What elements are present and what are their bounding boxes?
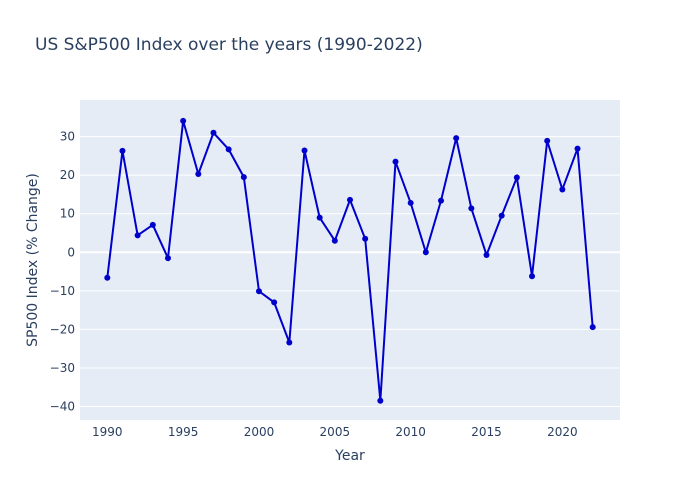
- data-point: [347, 196, 353, 203]
- data-point: [574, 145, 581, 152]
- x-tick-label: 2015: [471, 425, 502, 439]
- y-tick-label: −30: [50, 361, 75, 375]
- data-point: [513, 174, 520, 181]
- data-point: [316, 214, 323, 221]
- data-point: [559, 186, 566, 193]
- x-tick-label: 1995: [168, 425, 199, 439]
- x-tick-label: 2005: [320, 425, 351, 439]
- y-tick-label: 10: [60, 207, 75, 221]
- y-tick-label: 20: [60, 168, 75, 182]
- y-axis-label: SP500 Index (% Change): [25, 173, 41, 347]
- x-tick-label: 2000: [244, 425, 275, 439]
- x-axis-label: Year: [334, 448, 365, 464]
- data-point: [286, 339, 293, 346]
- x-tick-labels: 1990 1995 2000 2005 2010 2015 2020: [92, 425, 578, 439]
- y-tick-label: −40: [50, 400, 75, 414]
- data-point: [544, 137, 551, 144]
- x-tick-label: 2010: [395, 425, 426, 439]
- plot-area: [80, 100, 620, 420]
- data-point: [589, 324, 596, 331]
- data-point: [331, 237, 338, 244]
- data-point: [377, 397, 384, 404]
- data-point: [255, 288, 262, 295]
- data-point: [468, 205, 475, 212]
- y-tick-label: −10: [50, 284, 75, 298]
- y-tick-labels: −40 −30 −20 −10 0 10 20 30: [50, 130, 75, 414]
- y-tick-label: −20: [50, 322, 75, 336]
- data-point: [149, 221, 156, 228]
- data-point: [134, 232, 141, 239]
- data-point: [210, 129, 217, 136]
- y-tick-label: 0: [67, 245, 75, 259]
- data-point: [438, 197, 445, 204]
- data-point: [240, 174, 247, 181]
- data-point: [119, 147, 126, 154]
- x-tick-label: 1990: [92, 425, 123, 439]
- data-point: [453, 135, 460, 142]
- data-point: [301, 147, 308, 154]
- data-point: [225, 146, 232, 153]
- data-point: [164, 255, 171, 262]
- data-point: [422, 249, 429, 256]
- data-markers: [104, 117, 596, 404]
- y-gridlines: [80, 136, 620, 408]
- data-point: [407, 199, 414, 206]
- data-point: [104, 274, 111, 281]
- x-tick-label: 2020: [547, 425, 578, 439]
- y-tick-label: 30: [60, 130, 75, 144]
- data-point: [483, 251, 490, 258]
- data-point: [529, 273, 536, 280]
- data-point: [180, 117, 187, 124]
- data-point: [362, 235, 369, 242]
- data-point: [195, 171, 202, 178]
- data-point: [392, 158, 399, 165]
- data-point: [271, 299, 278, 306]
- chart-title: US S&P500 Index over the years (1990-202…: [35, 35, 423, 55]
- data-point: [498, 212, 505, 219]
